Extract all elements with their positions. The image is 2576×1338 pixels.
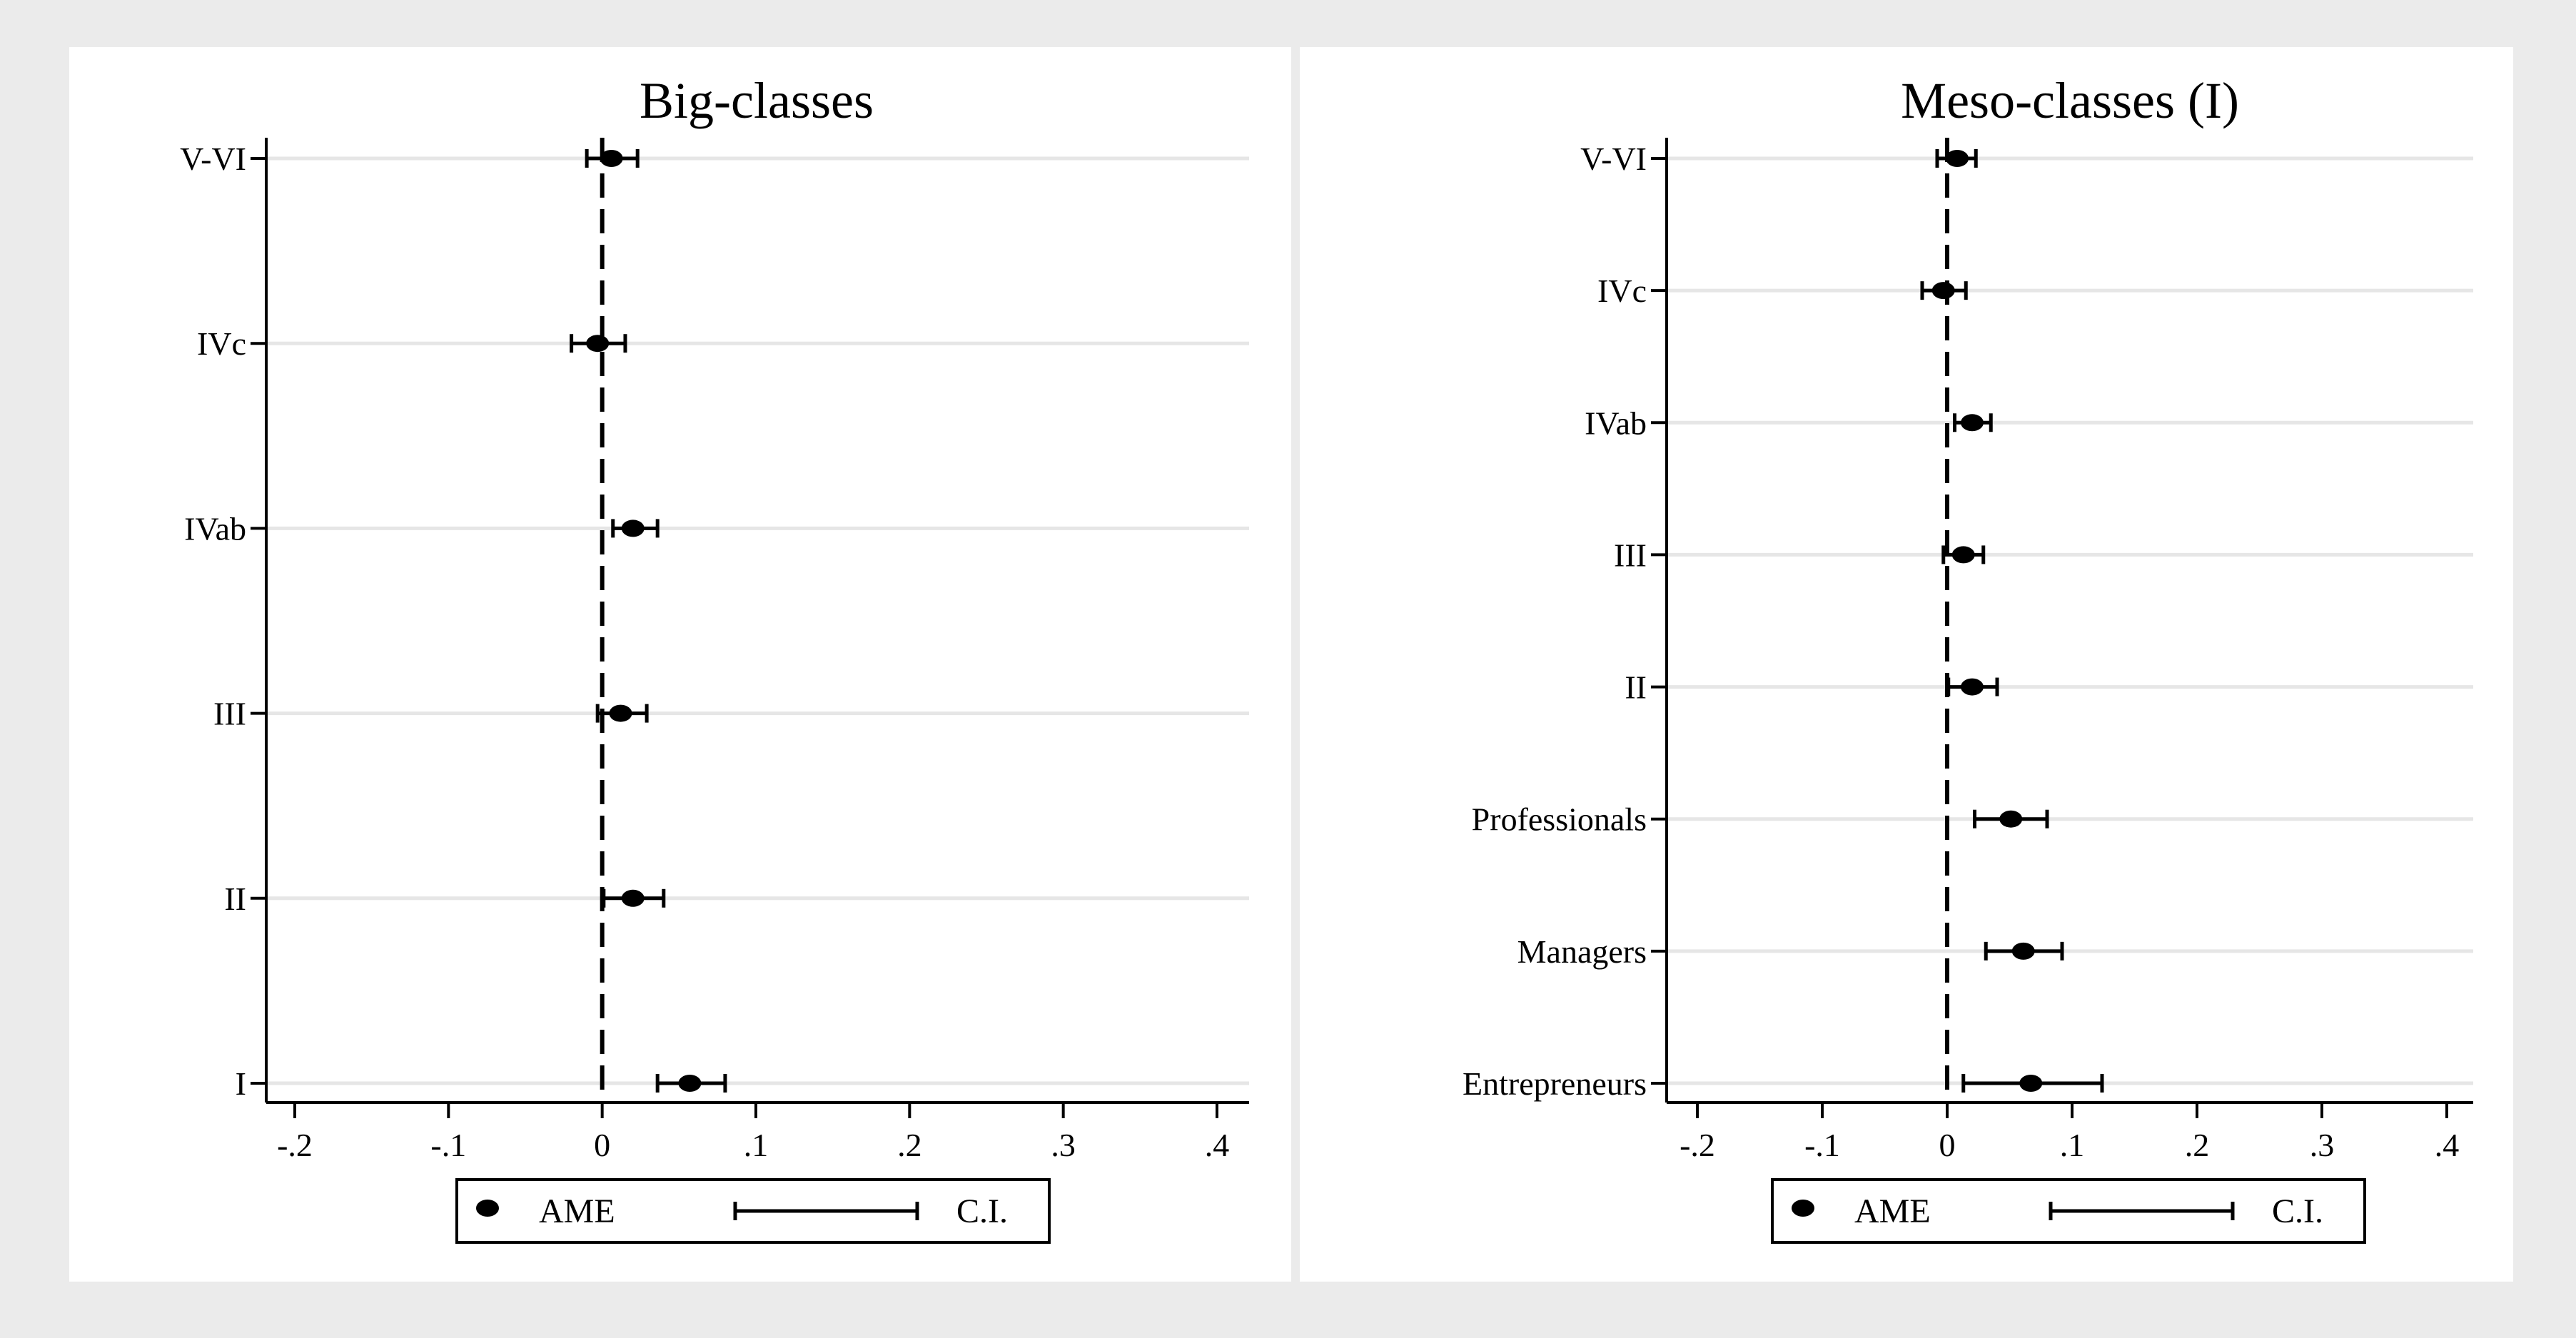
legend-ame-label: AME bbox=[539, 1192, 615, 1230]
y-tick-label: III bbox=[213, 696, 246, 732]
ame-point bbox=[1931, 282, 1955, 300]
chart-panel: Meso-classes (I)V-VIIVcIVabIIIIIProfessi… bbox=[1463, 72, 2473, 1244]
x-tick-label: 0 bbox=[1939, 1127, 1956, 1163]
ame-point bbox=[2011, 942, 2035, 960]
x-tick-label: .2 bbox=[897, 1127, 922, 1163]
x-tick-label: .3 bbox=[1051, 1127, 1076, 1163]
y-tick-label: V-VI bbox=[180, 141, 246, 177]
y-tick-label: IVab bbox=[184, 510, 246, 547]
x-tick-label: 0 bbox=[594, 1127, 610, 1163]
x-tick-label: .2 bbox=[2185, 1127, 2210, 1163]
ame-point bbox=[1999, 810, 2023, 828]
x-tick-label: .1 bbox=[2060, 1127, 2085, 1163]
legend-ci-label: C.I. bbox=[2272, 1192, 2323, 1230]
ame-point bbox=[609, 704, 632, 722]
legend-ame-marker bbox=[476, 1200, 499, 1217]
y-tick-label: I bbox=[236, 1065, 246, 1102]
ame-point bbox=[1946, 150, 1969, 167]
legend-ci-label: C.I. bbox=[956, 1192, 1008, 1230]
x-tick-label: .3 bbox=[2310, 1127, 2335, 1163]
x-tick-label: .1 bbox=[744, 1127, 769, 1163]
y-tick-label: Entrepreneurs bbox=[1463, 1065, 1647, 1102]
panel-background-right bbox=[1300, 47, 2513, 1282]
ame-point bbox=[1951, 546, 1975, 564]
legend-ame-marker bbox=[1792, 1200, 1814, 1217]
y-tick-label: IVab bbox=[1585, 405, 1647, 441]
x-tick-label: -.1 bbox=[430, 1127, 466, 1163]
x-tick-label: -.1 bbox=[1804, 1127, 1840, 1163]
x-tick-label: .4 bbox=[2435, 1127, 2460, 1163]
ame-point bbox=[586, 335, 610, 353]
ame-point bbox=[621, 889, 645, 907]
legend-ame-label: AME bbox=[1854, 1192, 1931, 1230]
y-tick-label: IVc bbox=[1597, 273, 1647, 309]
panel-background-left bbox=[69, 47, 1291, 1282]
ame-point bbox=[1961, 678, 1984, 696]
chart-title: Meso-classes (I) bbox=[1901, 72, 2239, 129]
x-tick-label: -.2 bbox=[1680, 1127, 1715, 1163]
y-tick-label: Professionals bbox=[1472, 801, 1647, 838]
ame-point bbox=[600, 150, 623, 167]
y-tick-label: IVc bbox=[197, 325, 246, 362]
y-tick-label: V-VI bbox=[1580, 141, 1647, 177]
ame-point bbox=[621, 520, 645, 537]
ame-point bbox=[678, 1075, 702, 1092]
y-tick-label: III bbox=[1614, 537, 1647, 573]
chart-title: Big-classes bbox=[640, 72, 874, 129]
y-tick-label: Managers bbox=[1517, 933, 1647, 970]
x-tick-label: .4 bbox=[1205, 1127, 1230, 1163]
y-tick-label: II bbox=[224, 881, 246, 917]
ame-point bbox=[1961, 414, 1984, 432]
y-tick-label: II bbox=[1625, 669, 1647, 706]
ame-point bbox=[2019, 1075, 2043, 1092]
x-tick-label: -.2 bbox=[277, 1127, 313, 1163]
